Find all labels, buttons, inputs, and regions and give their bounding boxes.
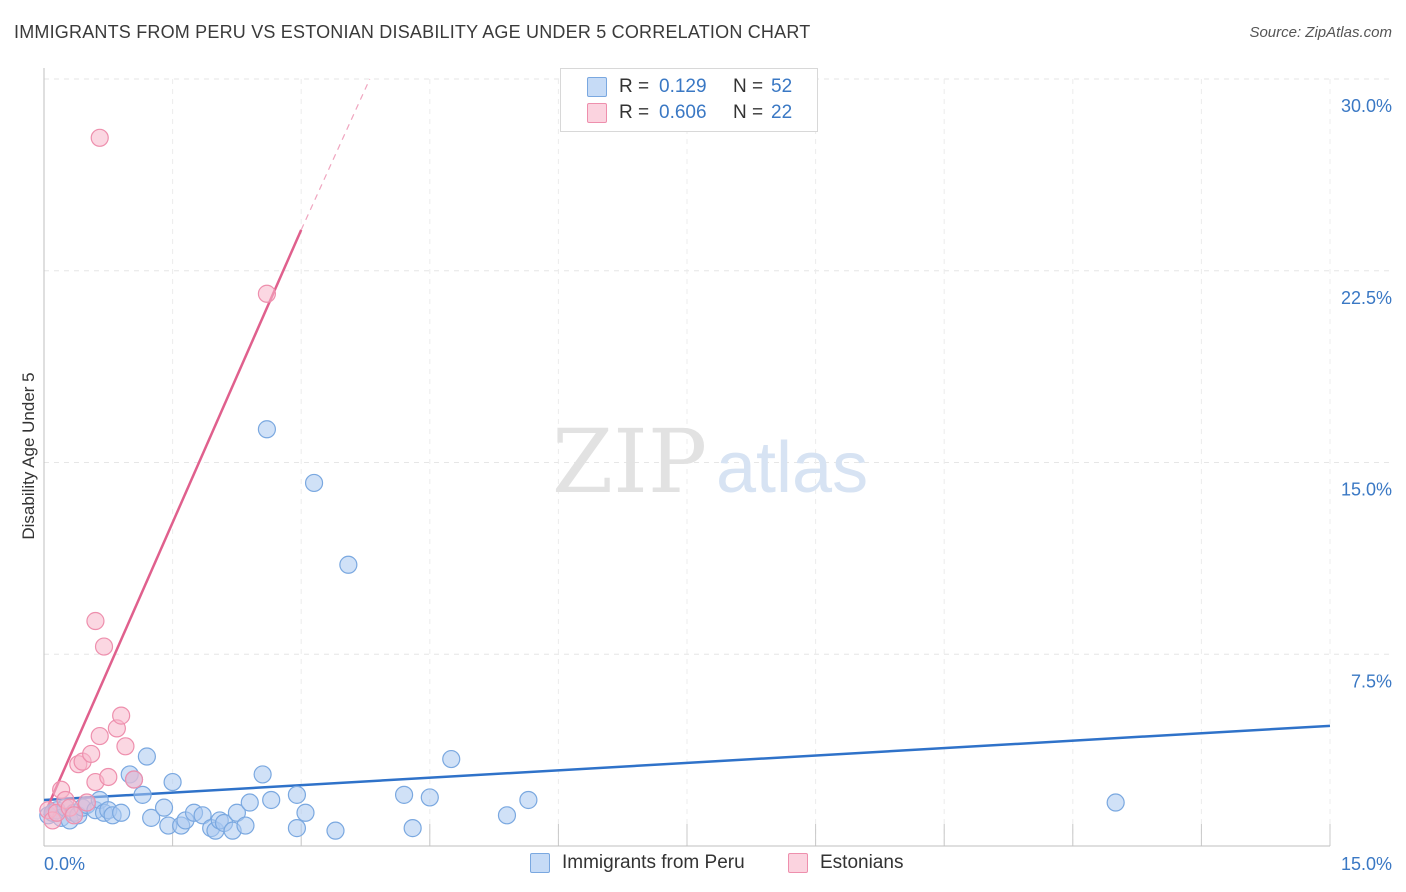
peru-point xyxy=(137,747,156,766)
r-value: 0.129 xyxy=(659,76,707,97)
peru-point xyxy=(394,785,414,804)
estonian-point xyxy=(90,726,109,746)
peru-point xyxy=(257,420,277,439)
peru-point xyxy=(339,555,358,574)
estonian-point xyxy=(112,706,131,725)
estonian-trend-extension xyxy=(300,78,371,231)
peru-point xyxy=(326,821,345,840)
x-tick-label: 0.0% xyxy=(44,854,85,874)
peru-trend-line xyxy=(43,724,1331,802)
peru-point xyxy=(142,808,161,827)
estonians-swatch xyxy=(587,103,607,123)
r-label: R = xyxy=(619,102,650,123)
r-label: R = xyxy=(619,76,650,97)
peru-point xyxy=(112,803,131,822)
legend-label: Estonians xyxy=(820,852,904,873)
peru-point xyxy=(497,806,517,825)
axes xyxy=(43,68,1330,847)
stats-row-peru: R = 0.129 N = 52 xyxy=(587,75,792,99)
watermark-zip: ZIP xyxy=(552,410,707,513)
estonian-point xyxy=(77,793,96,812)
n-value: 52 xyxy=(771,76,793,97)
estonian-point xyxy=(257,284,277,303)
stats-row-estonians: R = 0.606 N = 22 xyxy=(587,101,792,125)
y-tick-label: 30.0% xyxy=(1341,96,1392,116)
tick-labels: 7.5% 15.0% 22.5% 30.0% 0.0% 15.0% xyxy=(44,96,1392,874)
x-tick-label: 15.0% xyxy=(1341,854,1392,874)
y-tick-label: 7.5% xyxy=(1351,671,1392,691)
estonian-trend-line xyxy=(42,229,303,816)
trend-lines xyxy=(42,78,1331,816)
peru-swatch xyxy=(587,77,607,97)
r-value: 0.606 xyxy=(659,102,707,123)
peru-point xyxy=(442,749,461,769)
peru-point xyxy=(154,798,174,817)
peru-point xyxy=(133,785,152,804)
estonian-point xyxy=(86,611,105,631)
legend-label: Immigrants from Peru xyxy=(562,852,745,873)
n-label: N = xyxy=(733,102,764,123)
n-label: N = xyxy=(733,76,764,97)
peru-point xyxy=(420,788,439,807)
estonian-point xyxy=(116,737,135,756)
peru-point xyxy=(519,790,538,810)
y-tick-label: 15.0% xyxy=(1341,480,1392,500)
estonian-point xyxy=(64,806,84,825)
peru-point xyxy=(227,803,246,822)
estonian-point xyxy=(94,637,114,656)
gridlines xyxy=(44,78,1392,846)
peru-point xyxy=(193,806,212,825)
data-points xyxy=(39,128,1125,840)
peru-point xyxy=(287,785,307,804)
peru-point xyxy=(262,790,281,810)
peru-point xyxy=(253,765,272,784)
peru-point xyxy=(236,816,255,835)
n-value: 22 xyxy=(771,102,793,123)
peru-point xyxy=(1106,793,1125,812)
series-legend: Immigrants from Peru Estonians xyxy=(0,852,1406,878)
estonian-point xyxy=(82,744,101,764)
peru-point xyxy=(240,793,259,812)
stats-legend: R = 0.129 N = 52 R = 0.606 N = 22 xyxy=(560,68,818,132)
y-tick-label: 22.5% xyxy=(1341,288,1392,308)
estonian-point xyxy=(99,767,118,787)
peru-point xyxy=(287,819,307,838)
estonian-point xyxy=(124,770,144,789)
estonians-legend-swatch xyxy=(788,853,808,873)
y-axis-label: Disability Age Under 5 xyxy=(19,372,38,539)
watermark-atlas: atlas xyxy=(716,428,868,508)
peru-legend-swatch xyxy=(530,853,550,873)
peru-point xyxy=(163,772,182,792)
estonian-point xyxy=(90,128,109,147)
legend-item-estonians[interactable]: Estonians xyxy=(788,852,903,874)
source-credit: Source: ZipAtlas.com xyxy=(1249,24,1392,41)
peru-point xyxy=(304,473,324,493)
chart-title: IMMIGRANTS FROM PERU VS ESTONIAN DISABIL… xyxy=(14,22,811,42)
legend-item-peru[interactable]: Immigrants from Peru xyxy=(530,852,745,874)
peru-point xyxy=(296,803,315,822)
watermark: ZIP atlas xyxy=(552,410,868,513)
peru-point xyxy=(403,819,422,838)
